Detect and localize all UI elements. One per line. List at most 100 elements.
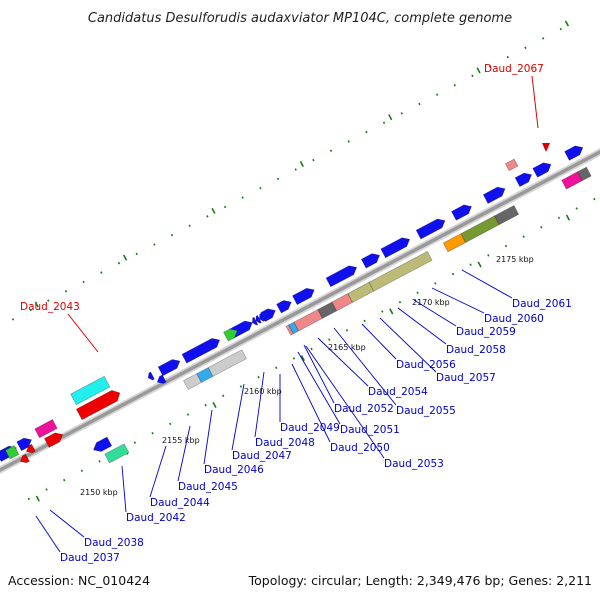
gene-small-reverse bbox=[156, 374, 167, 384]
tick-inner-dot bbox=[63, 478, 66, 482]
tick-outer-dot bbox=[559, 27, 562, 31]
gene-forward bbox=[564, 145, 584, 161]
tick-inner-dot bbox=[257, 375, 260, 379]
gene-cyan bbox=[70, 375, 111, 406]
tick-inner-dot bbox=[504, 244, 508, 248]
gene-small-reverse bbox=[252, 316, 259, 326]
tick-outer-dot bbox=[259, 187, 262, 190]
tick-inner-dot bbox=[469, 263, 472, 266]
gene-daud-2067 bbox=[504, 158, 519, 172]
gene-label-daud-2048: Daud_2048 bbox=[255, 437, 315, 449]
gene-label-daud-2037: Daud_2037 bbox=[60, 552, 120, 564]
gene-forward bbox=[380, 237, 411, 259]
scale-labels: 2150 kbp 2155 kbp 2160 kbp 2165 kbp 2170 kbp… bbox=[80, 255, 534, 497]
tick-outer-major bbox=[299, 160, 304, 168]
tick-inner-dot bbox=[540, 225, 543, 229]
gene-red bbox=[44, 432, 64, 448]
gene-label-daud-2047: Daud_2047 bbox=[232, 450, 292, 462]
leader-line bbox=[333, 327, 397, 406]
tick-outer-dot bbox=[64, 290, 68, 293]
scale-label: 2175 kbp bbox=[496, 255, 534, 264]
gene-darkgray bbox=[494, 205, 520, 226]
gene-label-daud-2044: Daud_2044 bbox=[150, 497, 210, 509]
leader-line bbox=[305, 345, 385, 459]
gene-label-daud-2051: Daud_2051 bbox=[340, 424, 400, 436]
tick-inner-dot bbox=[222, 394, 225, 398]
gene-label-daud-2053: Daud_2053 bbox=[384, 458, 444, 470]
gene-labels: Daud_2037 Daud_2038 Daud_2042 Daud_2044 Daud… bbox=[20, 63, 572, 564]
genome-summary-text: Topology: circular; Length: 2,349,476 bp… bbox=[248, 573, 592, 588]
tick-inner-dot bbox=[522, 235, 525, 238]
tick-outer-dot bbox=[312, 158, 315, 162]
gene-olive-light bbox=[368, 250, 433, 292]
label-leaders bbox=[35, 75, 550, 553]
leader-line bbox=[317, 337, 369, 387]
highlight-leader bbox=[67, 313, 99, 353]
gene-label-daud-2045: Daud_2045 bbox=[178, 481, 238, 493]
tick-outer-dot bbox=[471, 74, 474, 78]
tick-inner-dot bbox=[275, 366, 278, 369]
tick-outer-dot bbox=[453, 83, 456, 87]
gene-seagreen bbox=[104, 443, 130, 464]
tick-inner-major bbox=[389, 308, 394, 315]
gene-small-reverse bbox=[259, 313, 266, 322]
gene-darkgray bbox=[577, 166, 592, 182]
gene-reverse bbox=[93, 436, 113, 452]
leader-line bbox=[303, 344, 335, 404]
gene-label-daud-2054: Daud_2054 bbox=[368, 386, 428, 398]
gene-forward bbox=[292, 287, 315, 306]
gene-label-daud-2060: Daud_2060 bbox=[484, 313, 544, 325]
leader-line bbox=[297, 351, 341, 425]
tick-inner-dot bbox=[416, 291, 419, 295]
gene-label-daud-2056: Daud_2056 bbox=[396, 359, 456, 371]
tick-outer-dot bbox=[488, 65, 492, 68]
tick-inner-dot bbox=[292, 357, 296, 360]
gene-forward bbox=[276, 300, 292, 314]
leader-line bbox=[397, 307, 447, 345]
tick-inner-dot bbox=[593, 197, 596, 201]
tick-inner-major bbox=[477, 261, 482, 268]
tick-outer-dot bbox=[347, 140, 350, 143]
leader-line bbox=[461, 269, 513, 299]
tick-outer-major bbox=[34, 301, 39, 308]
highlight-leader bbox=[531, 75, 539, 129]
tick-outer-dot bbox=[100, 271, 103, 274]
tick-inner-dot bbox=[363, 319, 366, 323]
gene-label-daud-2050: Daud_2050 bbox=[330, 442, 390, 454]
gene-forward bbox=[157, 359, 181, 377]
leader-line bbox=[121, 465, 127, 513]
tick-inner-major bbox=[35, 495, 40, 502]
tick-marks bbox=[11, 20, 596, 502]
leader-line bbox=[49, 509, 85, 538]
tick-outer-dot bbox=[382, 121, 386, 124]
tick-inner-dot bbox=[451, 272, 455, 276]
tick-inner-dot bbox=[80, 469, 84, 473]
leader-line bbox=[149, 445, 167, 498]
gene-forward bbox=[16, 437, 32, 452]
tick-outer-dot bbox=[418, 102, 421, 106]
gene-green bbox=[4, 445, 20, 460]
tick-outer-dot bbox=[153, 243, 156, 246]
genome-backbone bbox=[0, 148, 600, 474]
tick-outer-dot bbox=[294, 168, 297, 171]
scale-label: 2150 kbp bbox=[80, 488, 118, 497]
tick-inner-dot bbox=[186, 413, 190, 416]
tick-inner-major bbox=[300, 355, 305, 362]
tick-inner-dot bbox=[328, 338, 331, 341]
gene-features bbox=[0, 145, 592, 464]
leader-line bbox=[379, 317, 437, 373]
tick-outer-dot bbox=[135, 252, 138, 256]
tick-outer-dot bbox=[170, 233, 174, 237]
tick-inner-dot bbox=[487, 254, 490, 257]
gene-label-daud-2042: Daud_2042 bbox=[126, 512, 186, 524]
tick-outer-dot bbox=[276, 177, 280, 181]
tick-outer-dot bbox=[241, 196, 244, 199]
gene-forward bbox=[514, 172, 533, 187]
leader-line bbox=[254, 371, 265, 438]
gene-label-daud-2057: Daud_2057 bbox=[436, 372, 496, 384]
tick-inner-dot bbox=[98, 460, 101, 463]
tick-inner-dot bbox=[239, 385, 243, 388]
accession-text: Accession: NC_010424 bbox=[8, 573, 150, 588]
tick-inner-dot bbox=[151, 432, 154, 435]
